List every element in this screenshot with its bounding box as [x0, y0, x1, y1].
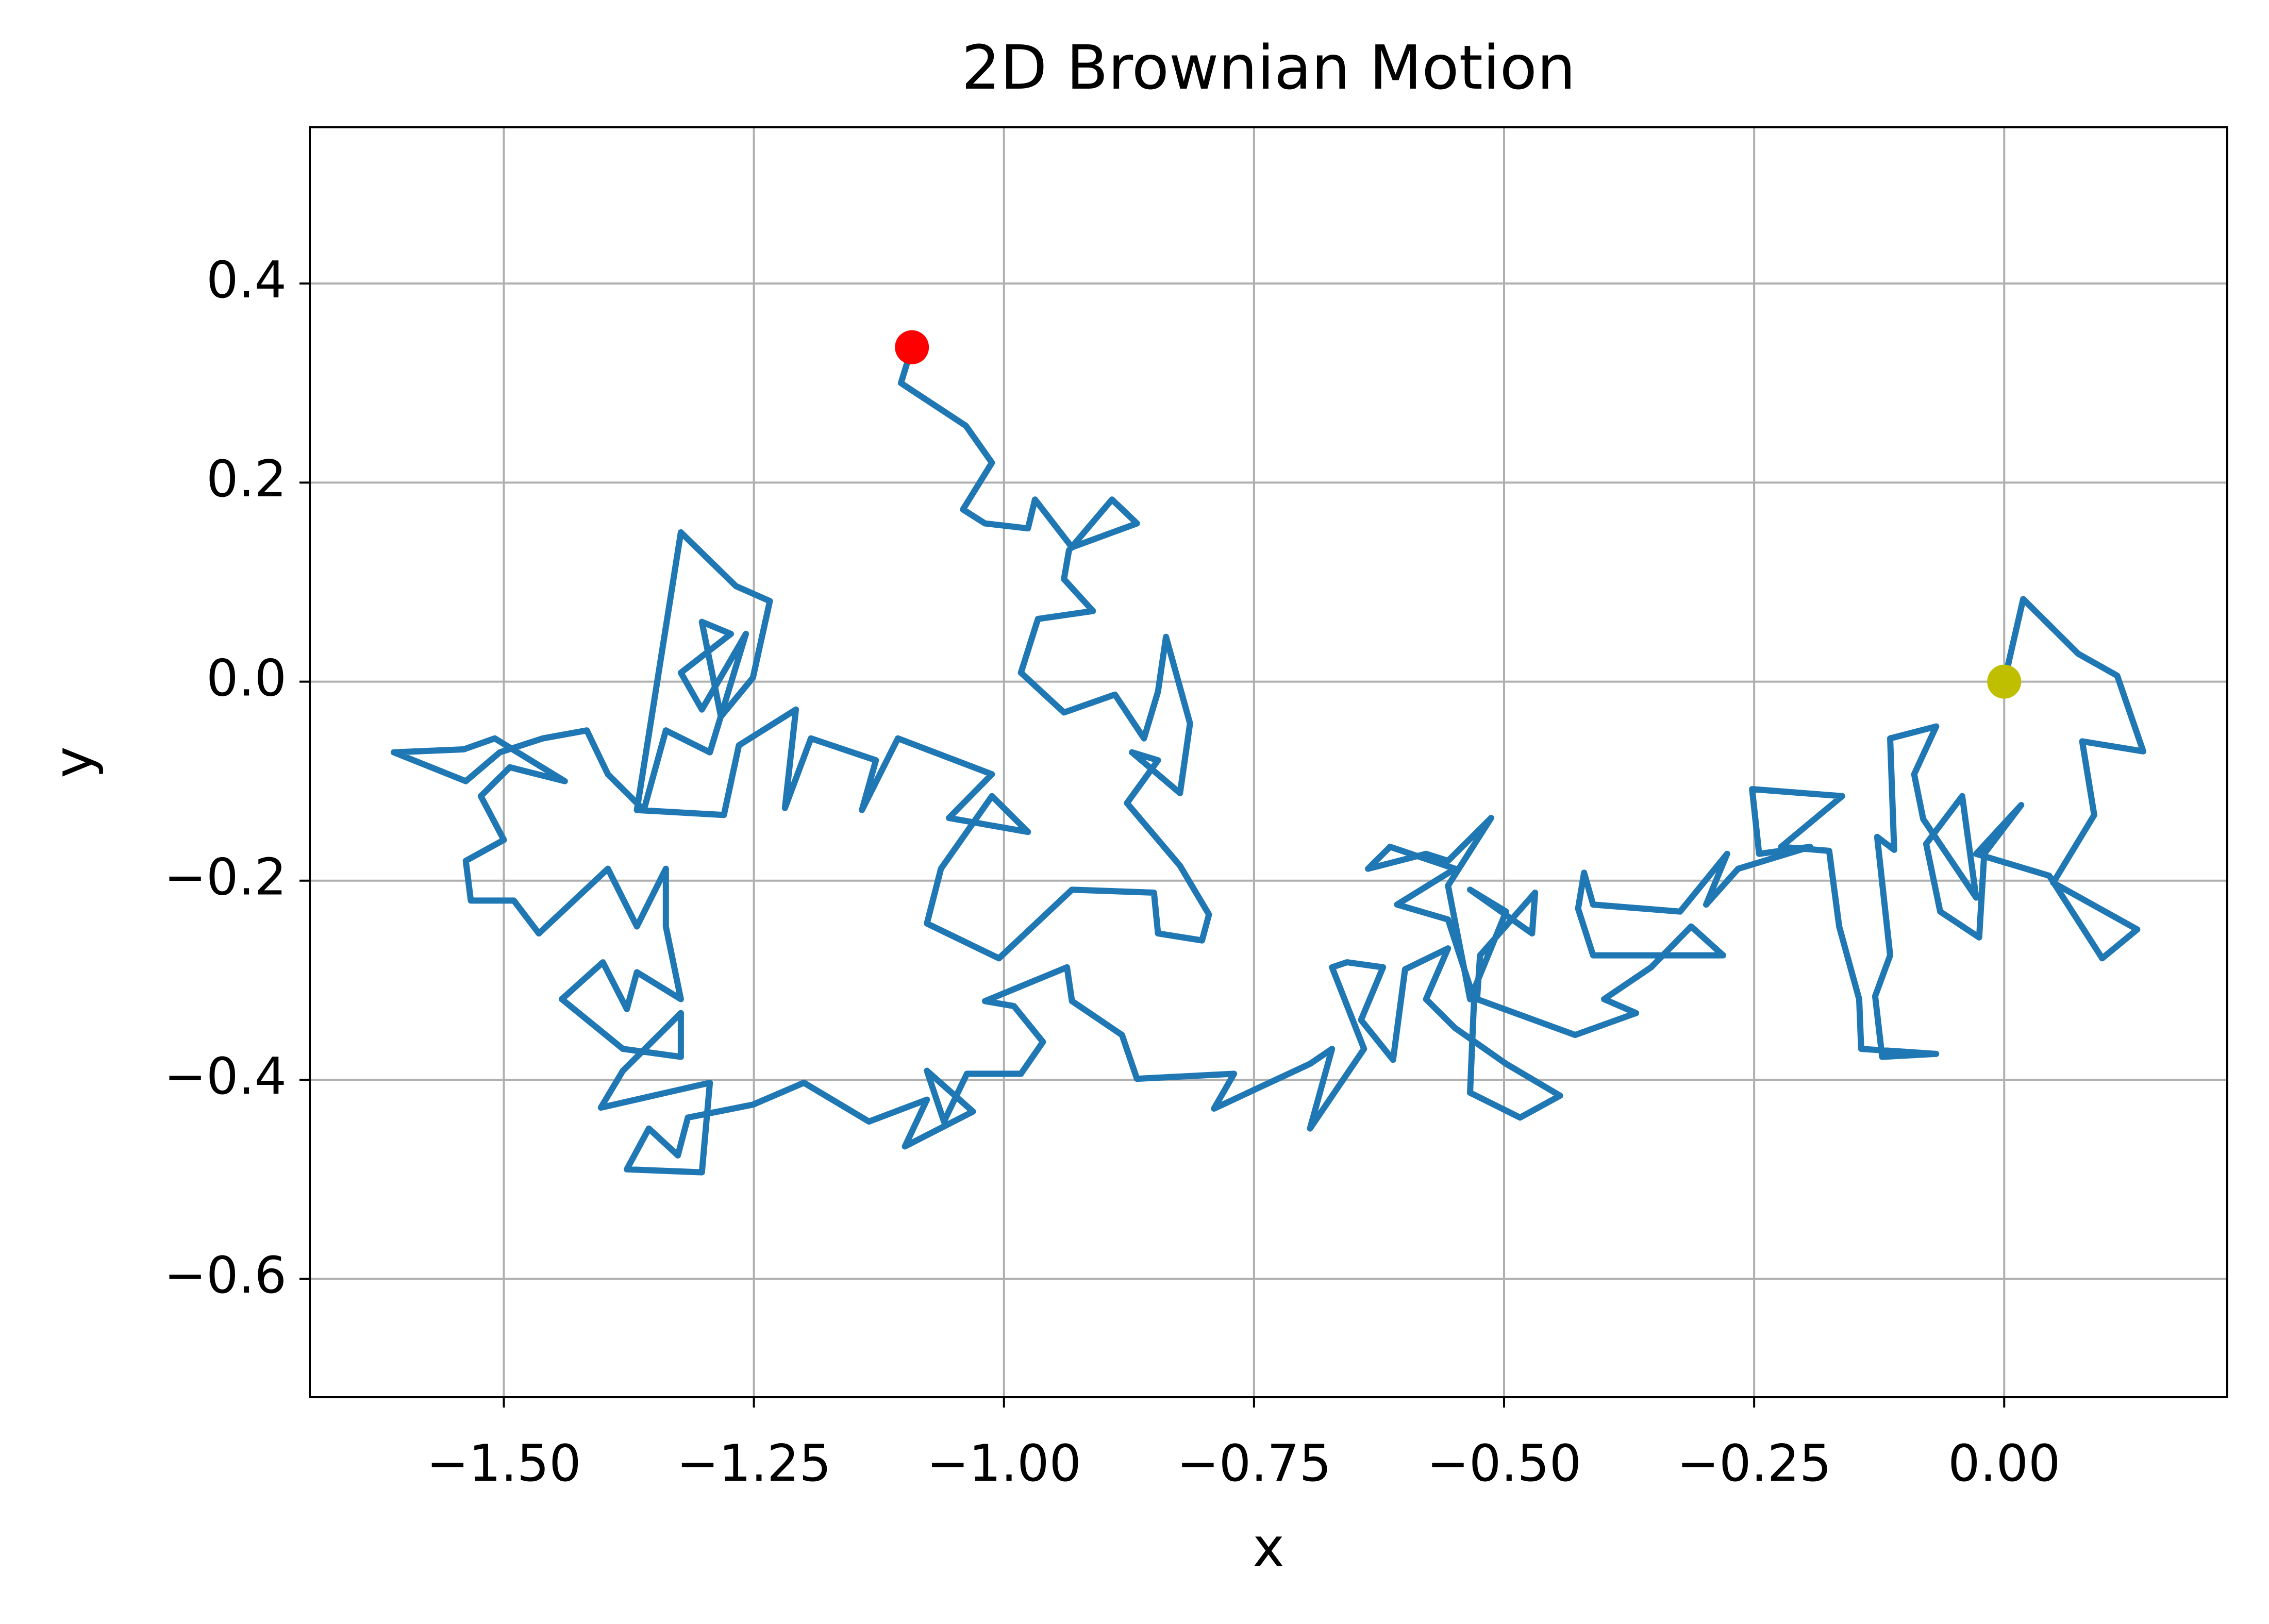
y-tick-label: −0.6	[164, 1246, 287, 1305]
x-tick-label: −1.50	[426, 1434, 581, 1493]
point-marker	[895, 330, 929, 364]
point-marker	[1987, 664, 2022, 699]
x-tick-label: −0.50	[1427, 1434, 1581, 1493]
y-tick-label: −0.2	[164, 848, 287, 907]
y-tick-label: −0.4	[164, 1047, 287, 1106]
y-tick-label: 0.2	[206, 450, 287, 509]
x-tick-label: −1.25	[676, 1434, 831, 1493]
x-tick-label: −0.25	[1677, 1434, 1831, 1493]
x-tick-label: −1.00	[927, 1434, 1081, 1493]
y-tick-label: 0.4	[206, 251, 287, 310]
trajectory-line	[391, 346, 2146, 1176]
x-axis-label: x	[1253, 1516, 1284, 1579]
y-tick-label: 0.0	[206, 649, 287, 708]
plot-frame	[309, 126, 2228, 1398]
chart-title: 2D Brownian Motion	[961, 32, 1575, 103]
y-axis-label: y	[42, 746, 105, 778]
x-tick-label: −0.75	[1177, 1434, 1331, 1493]
x-tick-label: 0.00	[1948, 1434, 2060, 1493]
